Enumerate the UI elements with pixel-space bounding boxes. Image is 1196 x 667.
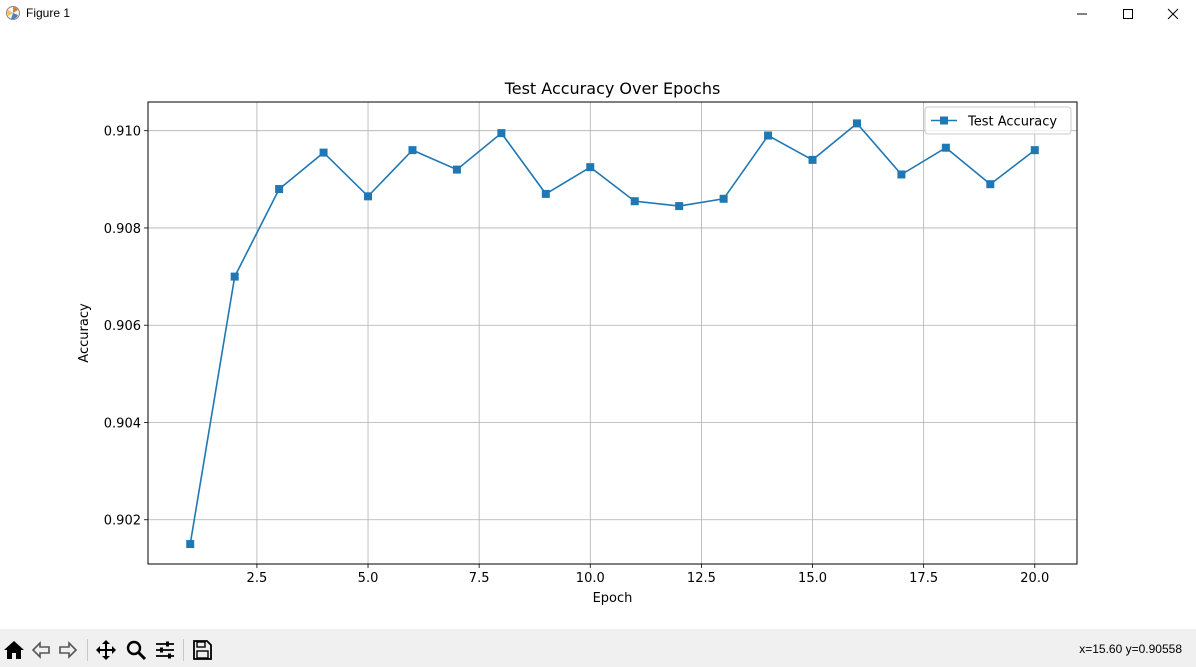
data-point-marker <box>319 148 328 157</box>
axis-ticks: 2.5 5.0 7.5 10.0 12.5 15.0 17.5 20.0 0.902 0.904 0… <box>104 125 1049 586</box>
axes-frame <box>147 101 1078 565</box>
legend: Test Accuracy <box>924 106 1072 135</box>
series-line <box>189 122 1036 545</box>
save-button[interactable] <box>190 638 214 662</box>
close-button[interactable] <box>1150 0 1196 28</box>
data-point-marker <box>764 131 773 140</box>
series-markers <box>186 119 1039 549</box>
close-icon <box>1167 8 1179 20</box>
x-tick-label: 5.0 <box>358 571 379 586</box>
pan-button[interactable] <box>94 638 118 662</box>
data-point-marker <box>675 202 684 211</box>
forward-button[interactable] <box>56 638 80 662</box>
window-titlebar: Figure 1 <box>0 0 1196 28</box>
window-title: Figure 1 <box>26 6 71 20</box>
y-tick-label: 0.908 <box>104 222 141 237</box>
x-tick-label: 20.0 <box>1020 571 1049 586</box>
data-point-marker <box>808 155 817 164</box>
matplotlib-app-icon <box>5 5 21 21</box>
legend-label: Test Accuracy <box>967 115 1057 130</box>
data-point-marker <box>1030 146 1039 155</box>
legend-marker <box>940 116 948 125</box>
configure-subplots-button[interactable] <box>153 638 177 662</box>
legend-box <box>924 106 1072 135</box>
series-test-accuracy <box>186 119 1039 549</box>
data-point-marker <box>452 165 461 174</box>
y-tick-label: 0.906 <box>104 319 141 334</box>
data-point-marker <box>630 197 639 206</box>
cursor-coordinates: x=15.60 y=0.90558 <box>1079 642 1182 656</box>
forward-arrow-icon <box>57 639 79 661</box>
grid <box>148 102 1077 564</box>
data-point-marker <box>230 272 239 281</box>
data-point-marker <box>541 189 550 198</box>
data-point-marker <box>852 119 861 128</box>
x-tick-label: 7.5 <box>469 571 490 586</box>
x-tick-label: 10.0 <box>576 571 605 586</box>
data-point-marker <box>586 163 595 172</box>
home-button[interactable] <box>2 638 26 662</box>
toolbar-separator <box>183 639 184 661</box>
data-point-marker <box>897 170 906 179</box>
y-tick-label: 0.910 <box>104 125 141 140</box>
x-tick-label: 12.5 <box>687 571 716 586</box>
chart: 2.5 5.0 7.5 10.0 12.5 15.0 17.5 20.0 0.902 0.904 0… <box>77 79 1078 606</box>
x-tick-label: 15.0 <box>798 571 827 586</box>
y-tick-label: 0.904 <box>104 416 141 431</box>
data-point-marker <box>364 192 373 201</box>
navigation-toolbar: x=15.60 y=0.90558 <box>0 629 1196 667</box>
data-point-marker <box>719 194 728 203</box>
minimize-icon <box>1076 8 1088 20</box>
chart-title: Test Accuracy Over Epochs <box>504 79 721 98</box>
minimize-button[interactable] <box>1059 0 1105 28</box>
data-point-marker <box>275 185 284 194</box>
data-point-marker <box>497 129 506 138</box>
x-axis-label: Epoch <box>593 591 633 606</box>
save-icon <box>191 639 213 661</box>
data-point-marker <box>941 143 950 152</box>
data-point-marker <box>986 180 995 189</box>
maximize-icon <box>1122 8 1134 20</box>
home-icon <box>3 639 25 661</box>
back-button[interactable] <box>29 638 53 662</box>
pan-icon <box>95 639 117 661</box>
figure-canvas[interactable]: 2.5 5.0 7.5 10.0 12.5 15.0 17.5 20.0 0.902 0.904 0… <box>0 28 1196 629</box>
zoom-icon <box>125 639 147 661</box>
configure-subplots-icon <box>154 639 176 661</box>
x-tick-label: 17.5 <box>909 571 938 586</box>
toolbar-separator <box>87 639 88 661</box>
y-tick-label: 0.902 <box>104 514 141 529</box>
data-point-marker <box>408 146 417 155</box>
back-arrow-icon <box>30 639 52 661</box>
zoom-button[interactable] <box>124 638 148 662</box>
data-point-marker <box>186 540 195 549</box>
x-tick-label: 2.5 <box>247 571 268 586</box>
maximize-button[interactable] <box>1105 0 1151 28</box>
y-axis-label: Accuracy <box>77 303 92 363</box>
